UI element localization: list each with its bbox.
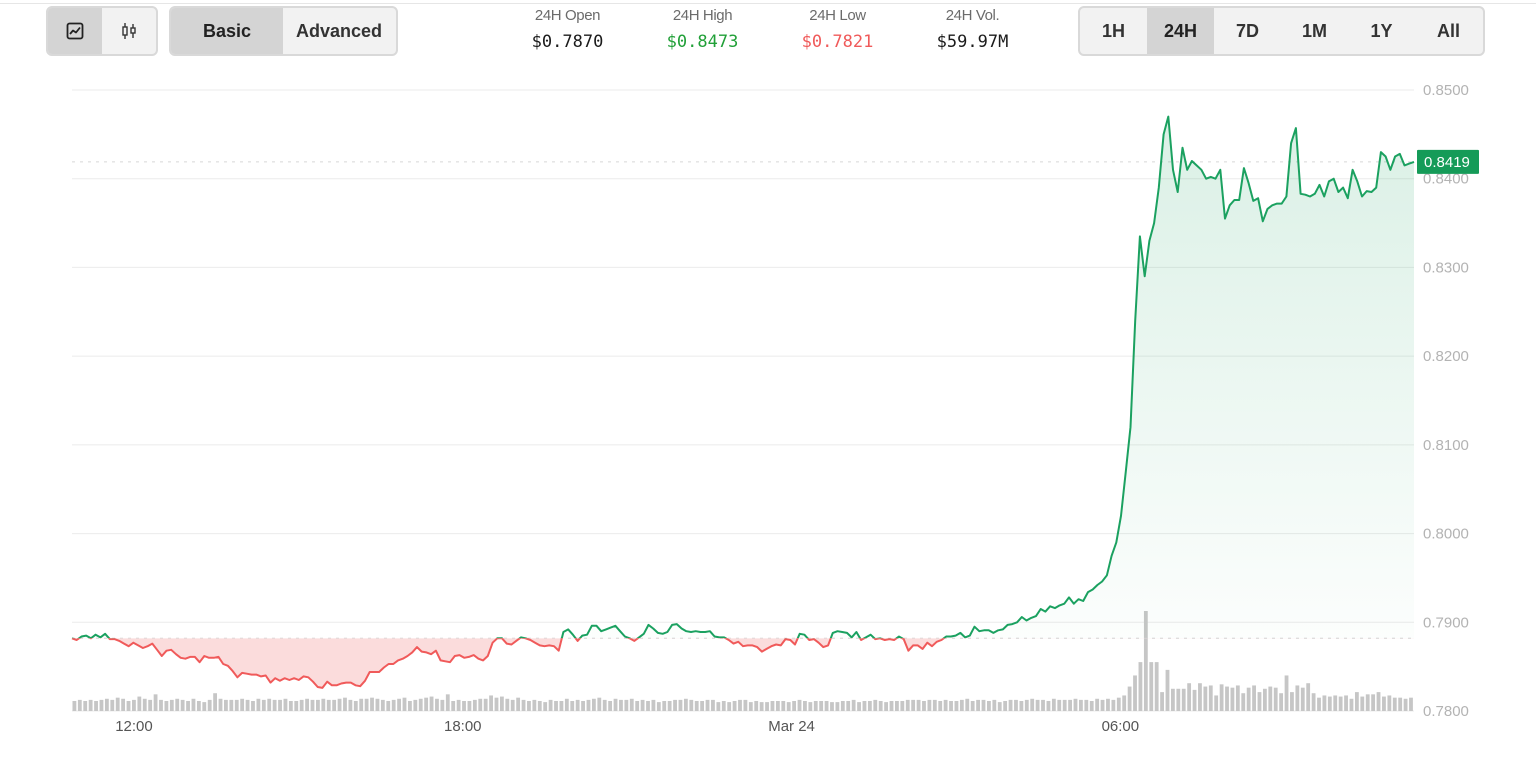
range-1h-button[interactable]: 1H: [1101, 20, 1125, 41]
range-1m-button[interactable]: 1M: [1301, 20, 1327, 41]
svg-text:0.8000: 0.8000: [1423, 526, 1469, 543]
y-axis-labels: 0.8500 0.8400 0.8300 0.8200 0.8100 0.8000 0.79…: [1423, 82, 1469, 720]
stat-open-label: 24H Open: [534, 7, 601, 24]
basic-mode-button[interactable]: Basic: [171, 8, 283, 54]
candlestick-chart-button[interactable]: [102, 8, 156, 54]
current-price-tag: 0.8419: [1417, 149, 1479, 174]
candlestick-icon: [122, 23, 136, 39]
chart-type-toggle: [46, 6, 158, 56]
stat-low-label: 24H Low: [809, 7, 866, 24]
price-line-down: [71, 638, 966, 689]
range-24h-button[interactable]: 24H: [1147, 8, 1214, 54]
x-axis-labels: 12:00 18:00 Mar 24 06:00: [115, 718, 1139, 735]
stat-low-value: $0.7821: [801, 32, 874, 52]
svg-text:0.8100: 0.8100: [1423, 437, 1469, 454]
stat-low: 24H Low $0.7821: [770, 6, 905, 58]
stat-vol-label: 24H Vol.: [945, 7, 1000, 24]
svg-text:0.7800: 0.7800: [1423, 703, 1469, 720]
stat-vol-value: $59.97M: [936, 32, 1009, 52]
current-price-value: 0.8419: [1424, 154, 1470, 171]
price-chart[interactable]: 0.8500 0.8400 0.8300 0.8200 0.8100 0.8000 0.79…: [0, 70, 1536, 757]
time-range-toggle: 1H 24H 7D 1M 1Y All: [1078, 6, 1485, 56]
svg-text:0.8400: 0.8400: [1423, 171, 1469, 188]
line-chart-icon: [66, 22, 84, 40]
volume-bars: [72, 611, 1413, 711]
price-area-fill-up: [72, 116, 1414, 639]
stat-high-value: $0.8473: [666, 32, 739, 52]
top-divider: [0, 3, 1536, 4]
range-all-button[interactable]: All: [1436, 20, 1460, 41]
svg-text:Mar 24: Mar 24: [768, 718, 815, 735]
stat-high-label: 24H High: [672, 7, 733, 24]
svg-text:0.8300: 0.8300: [1423, 259, 1469, 276]
svg-text:18:00: 18:00: [444, 718, 482, 735]
svg-text:0.8500: 0.8500: [1423, 82, 1469, 99]
stat-open: 24H Open $0.7870: [500, 6, 635, 58]
advanced-mode-button[interactable]: Advanced: [295, 20, 383, 41]
range-7d-button[interactable]: 7D: [1235, 20, 1259, 41]
stat-open-value: $0.7870: [531, 32, 604, 52]
svg-text:06:00: 06:00: [1102, 718, 1140, 735]
price-line-up: [72, 115, 1415, 639]
stat-high: 24H High $0.8473: [635, 6, 770, 58]
stat-vol: 24H Vol. $59.97M: [905, 6, 1040, 58]
range-1y-button[interactable]: 1Y: [1370, 20, 1393, 41]
line-chart-button[interactable]: [48, 8, 102, 54]
price-area-fill-down: [72, 638, 944, 688]
svg-text:12:00: 12:00: [115, 718, 153, 735]
chart-mode-toggle: Basic Advanced: [169, 6, 398, 56]
svg-text:0.7900: 0.7900: [1423, 614, 1469, 631]
stats-bar: 24H Open $0.7870 24H High $0.8473 24H Lo…: [500, 6, 1040, 58]
svg-text:0.8200: 0.8200: [1423, 348, 1469, 365]
